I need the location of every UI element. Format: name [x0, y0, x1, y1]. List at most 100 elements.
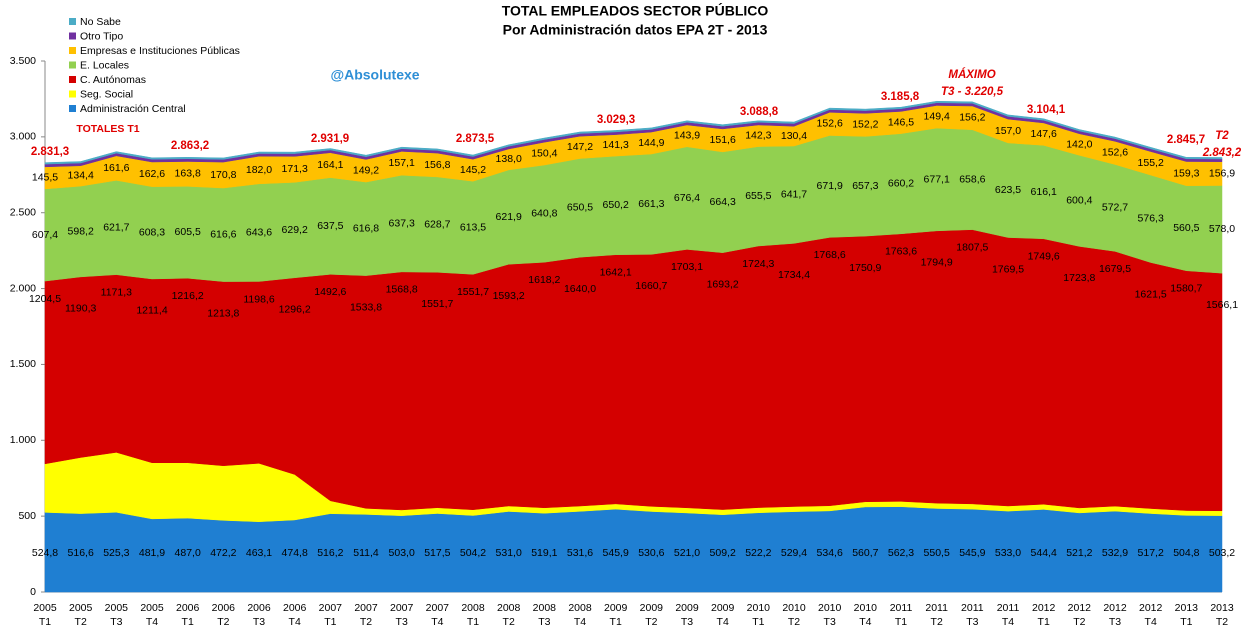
x-tick-label: 2008 — [568, 602, 592, 614]
value-label: 138,0 — [496, 153, 522, 165]
x-tick-label: T4 — [289, 616, 301, 628]
value-label: 572,7 — [1102, 202, 1128, 214]
x-tick-label: 2012 — [1068, 602, 1092, 614]
annotation: TOTALES T1 — [76, 123, 139, 135]
value-label: 170,8 — [210, 169, 236, 181]
value-label: 529,4 — [781, 547, 807, 559]
x-tick-label: 2010 — [854, 602, 878, 614]
value-label: 161,6 — [103, 162, 129, 174]
x-tick-label: T2 — [1073, 616, 1085, 628]
legend-swatch — [69, 47, 76, 54]
legend-label: Empresas e Instituciones Públicas — [80, 45, 240, 57]
value-label: 643,6 — [246, 226, 272, 238]
value-label: 1642,1 — [600, 267, 632, 279]
x-tick-label: 2008 — [461, 602, 485, 614]
value-label: 544,4 — [1031, 547, 1057, 559]
value-label: 156,9 — [1209, 167, 1235, 179]
x-tick-label: 2007 — [426, 602, 450, 614]
value-label: 677,1 — [924, 173, 950, 185]
x-tick-label: T4 — [431, 616, 443, 628]
value-label: 1216,2 — [172, 290, 204, 302]
value-label: 182,0 — [246, 164, 272, 176]
value-label: 156,8 — [424, 159, 450, 171]
value-label: 532,9 — [1102, 547, 1128, 559]
value-label: 525,3 — [103, 547, 129, 559]
value-label: 671,9 — [817, 180, 843, 192]
value-label: 1807,5 — [956, 241, 988, 253]
annotation: 3.029,3 — [597, 114, 635, 126]
value-label: 171,3 — [282, 163, 308, 175]
y-tick-label: 2.000 — [10, 282, 36, 294]
value-label: 1568,8 — [386, 284, 418, 296]
x-tick-label: T3 — [1109, 616, 1121, 628]
value-label: 650,2 — [603, 199, 629, 211]
x-tick-label: T4 — [1145, 616, 1157, 628]
value-label: 149,2 — [353, 165, 379, 177]
x-tick-label: T2 — [1216, 616, 1228, 628]
x-tick-label: T2 — [931, 616, 943, 628]
x-tick-label: T4 — [1002, 616, 1014, 628]
x-tick-label: T2 — [75, 616, 87, 628]
value-label: 1749,6 — [1028, 251, 1060, 263]
legend-swatch — [69, 18, 76, 25]
legend-label: No Sabe — [80, 16, 121, 28]
x-tick-label: T3 — [253, 616, 265, 628]
value-label: 1723,8 — [1063, 272, 1095, 284]
value-label: 1190,3 — [65, 303, 96, 315]
value-label: 616,1 — [1031, 186, 1057, 198]
value-label: 1640,0 — [564, 283, 596, 295]
annotation: 2.931,9 — [311, 133, 349, 145]
legend-swatch — [69, 61, 76, 69]
value-label: 621,9 — [496, 211, 522, 223]
value-label: 159,3 — [1173, 167, 1199, 179]
legend-swatch — [69, 32, 76, 40]
value-label: 149,4 — [924, 111, 950, 123]
value-label: 1679,5 — [1099, 263, 1131, 275]
annotation: 2.831,3 — [31, 146, 69, 158]
x-tick-label: 2011 — [925, 602, 948, 614]
value-label: 152,6 — [817, 118, 843, 130]
value-label: 1566,1 — [1206, 299, 1238, 311]
value-label: 576,3 — [1138, 213, 1164, 225]
value-label: 145,5 — [32, 172, 58, 184]
value-label: 503,2 — [1209, 547, 1235, 559]
x-tick-label: 2012 — [1032, 602, 1056, 614]
x-tick-label: 2008 — [533, 602, 557, 614]
x-tick-label: T2 — [645, 616, 657, 628]
x-tick-label: 2009 — [604, 602, 628, 614]
annotation: 2.843,2 — [1202, 147, 1242, 159]
value-label: 147,2 — [567, 141, 593, 153]
value-label: 621,7 — [103, 221, 129, 233]
x-tick-label: T1 — [39, 616, 51, 628]
annotation: 3.104,1 — [1027, 104, 1066, 116]
y-tick-label: 2.500 — [10, 206, 36, 218]
value-label: 1693,2 — [707, 278, 739, 290]
value-label: 147,6 — [1031, 128, 1057, 140]
value-label: 164,1 — [317, 159, 343, 171]
x-tick-label: 2011 — [997, 602, 1020, 614]
y-tick-label: 3.500 — [10, 55, 36, 67]
x-tick-label: 2011 — [890, 602, 913, 614]
legend-label: C. Autónomas — [80, 74, 146, 86]
value-label: 1551,7 — [457, 286, 489, 298]
value-label: 504,2 — [460, 547, 486, 559]
value-label: 1703,1 — [671, 261, 703, 273]
value-label: 1734,4 — [778, 269, 810, 281]
watermark: @Absolutexe — [330, 67, 419, 83]
annotation: 2.845,7 — [1167, 134, 1205, 146]
value-label: 474,8 — [282, 547, 308, 559]
value-label: 519,1 — [531, 547, 557, 559]
value-label: 1660,7 — [635, 280, 667, 292]
x-tick-label: 2013 — [1210, 602, 1234, 614]
value-label: 156,2 — [959, 112, 985, 124]
value-label: 146,5 — [888, 116, 914, 128]
value-label: 530,6 — [638, 547, 664, 559]
value-label: 1213,8 — [207, 307, 239, 319]
x-tick-label: T3 — [110, 616, 122, 628]
value-label: 142,3 — [745, 130, 771, 142]
value-label: 545,9 — [603, 547, 629, 559]
chart-title: TOTAL EMPLEADOS SECTOR PÚBLICO — [502, 2, 769, 19]
annotation: 2.863,2 — [171, 140, 209, 152]
value-label: 155,2 — [1138, 157, 1164, 169]
x-tick-label: 2007 — [319, 602, 343, 614]
